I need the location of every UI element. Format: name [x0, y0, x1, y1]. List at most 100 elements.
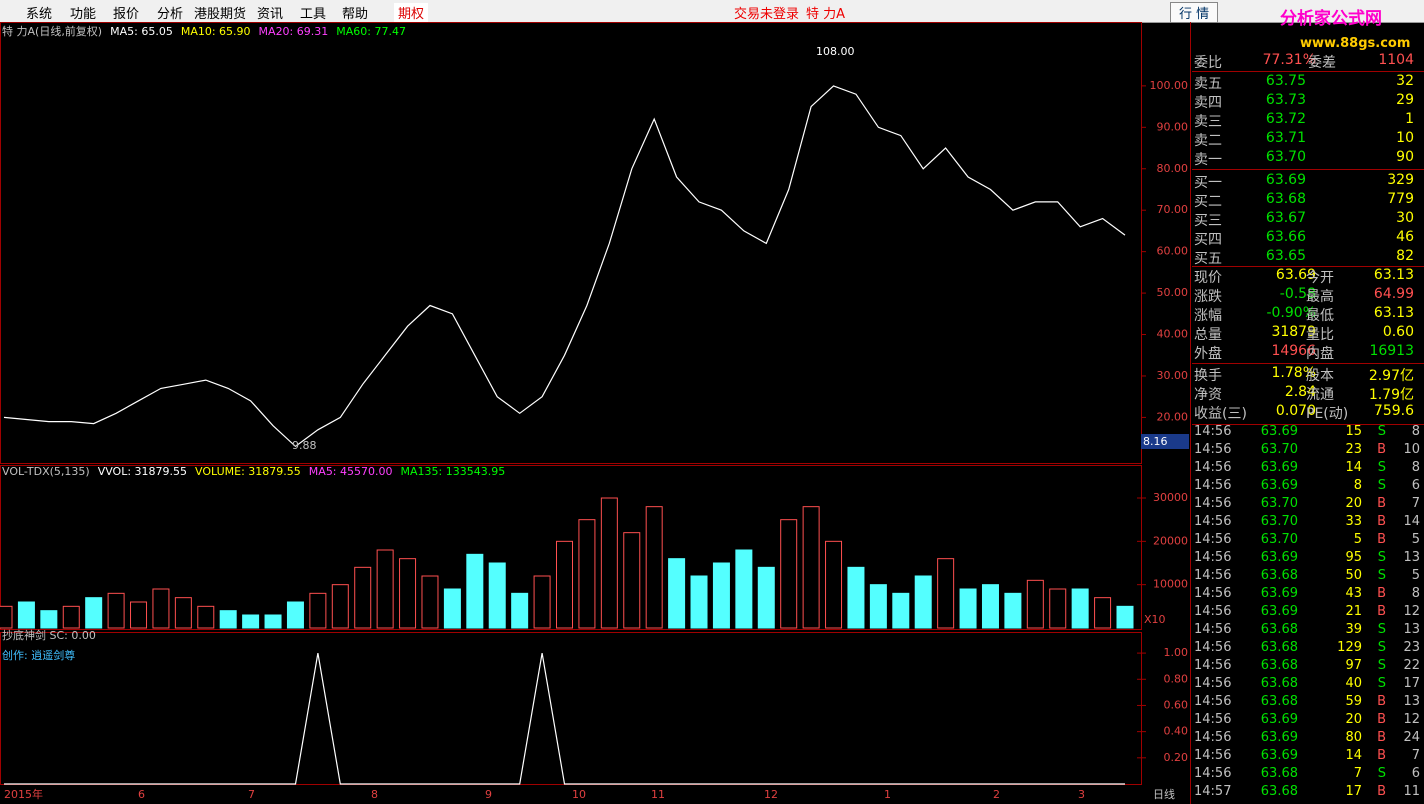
quote-panel: 委比 77.31% 委差 1104 卖五 63.75 32 卖四 63.73 29 卖三 63.72 1…	[1192, 22, 1424, 804]
panel-header: MA135: 133543.95	[401, 465, 506, 478]
trade-time: 14:56	[1194, 694, 1232, 709]
trade-volume: 129	[1337, 640, 1362, 655]
x-tick-label: 11	[651, 788, 665, 801]
volume-bar	[85, 597, 103, 629]
volume-bar	[17, 601, 35, 629]
trade-price: 63.69	[1260, 586, 1298, 601]
trade-time: 14:56	[1194, 460, 1232, 475]
menu-item[interactable]: 资讯	[257, 7, 284, 22]
stat-value: 63.13	[1373, 267, 1414, 283]
stat-value: 759.6	[1373, 403, 1414, 419]
trade-count: 23	[1403, 640, 1420, 655]
stat-value: 1.78%	[1271, 365, 1316, 381]
trade-volume: 8	[1353, 478, 1362, 493]
volume-bar	[331, 584, 349, 629]
trade-time: 14:56	[1194, 442, 1232, 457]
book-size: 10	[1396, 130, 1414, 146]
panel-header: 创作: 逍遥剑尊	[2, 648, 75, 662]
volume-bar	[802, 506, 820, 629]
volume-bar	[623, 532, 641, 629]
separator	[1192, 169, 1424, 170]
book-size: 29	[1396, 92, 1414, 108]
trade-volume: 15	[1345, 424, 1362, 439]
trade-time: 14:56	[1194, 496, 1232, 511]
x-tick-label: 8	[371, 788, 378, 801]
stat-label: 涨跌	[1194, 289, 1222, 305]
book-level: 买一	[1194, 175, 1222, 191]
trade-side: S	[1377, 568, 1386, 583]
menu-item[interactable]: 分析	[157, 7, 184, 22]
trade-side: B	[1377, 532, 1386, 547]
volume-bar	[197, 605, 215, 629]
y-tick-label: 0.80	[1164, 672, 1189, 685]
volume-bar	[600, 497, 618, 629]
volume-bar	[40, 610, 58, 629]
panel-frame	[0, 632, 1142, 785]
trade-side: S	[1377, 658, 1386, 673]
trade-time: 14:56	[1194, 514, 1232, 529]
separator	[1192, 71, 1424, 72]
trade-count: 8	[1411, 586, 1420, 601]
chart-area: 20.00 30.00 40.00 50.00 60.00 70.00 80.00 90.00…	[0, 22, 1191, 804]
panel-header: MA60: 77.47	[336, 25, 406, 38]
trade-volume: 50	[1345, 568, 1362, 583]
trade-price: 63.68	[1260, 766, 1298, 781]
stat-label: 量比	[1306, 327, 1334, 343]
volume-bar	[376, 549, 394, 629]
stat-value: 63.69	[1275, 267, 1316, 283]
menu-item[interactable]: 帮助	[342, 7, 369, 22]
menu-item[interactable]: 期权	[394, 3, 429, 22]
stat-label: 换手	[1194, 368, 1222, 384]
volume-bar	[421, 575, 439, 629]
quote-button[interactable]: 行 情	[1170, 2, 1219, 23]
menu-item[interactable]: 报价	[113, 7, 140, 22]
trade-price: 63.69	[1260, 730, 1298, 745]
trade-price: 63.69	[1260, 748, 1298, 763]
trade-side: S	[1377, 478, 1386, 493]
y-tick-label: 10000	[1153, 578, 1188, 591]
stat-label: 股本	[1306, 368, 1334, 384]
separator	[1192, 424, 1424, 425]
price-annotation: 9.88	[292, 439, 317, 452]
menu-item[interactable]: 工具	[300, 7, 327, 22]
trade-side: B	[1377, 712, 1386, 727]
panel-header: MA20: 69.31	[259, 25, 329, 38]
trade-count: 13	[1403, 622, 1420, 637]
book-price: 63.68	[1265, 191, 1306, 207]
book-size: 32	[1396, 73, 1414, 89]
book-size: 46	[1396, 229, 1414, 245]
y-tick-label: 1.00	[1164, 646, 1189, 659]
volume-bar	[264, 614, 282, 629]
trade-volume: 59	[1345, 694, 1362, 709]
menu-item[interactable]: 功能	[70, 7, 97, 22]
book-value: 1104	[1378, 52, 1414, 68]
trade-price: 63.68	[1260, 694, 1298, 709]
volume-bar	[780, 519, 798, 629]
trade-volume: 7	[1353, 766, 1362, 781]
y-tick-label: 90.00	[1157, 120, 1189, 133]
x-tick-label: 3	[1078, 788, 1085, 801]
trade-count: 12	[1403, 712, 1420, 727]
x-tick-label: 6	[138, 788, 145, 801]
trade-count: 6	[1411, 766, 1420, 781]
book-price: 63.73	[1265, 92, 1306, 108]
volume-bar	[1116, 605, 1134, 629]
volume-bar	[174, 597, 192, 629]
trade-time: 14:57	[1194, 784, 1232, 799]
menu-item[interactable]: 港股期货	[194, 7, 247, 22]
trade-side: B	[1377, 496, 1386, 511]
trade-time: 14:56	[1194, 586, 1232, 601]
stat-value: 31879	[1271, 324, 1316, 340]
stat-value: 63.13	[1373, 305, 1414, 321]
book-price: 63.69	[1265, 172, 1306, 188]
trade-volume: 14	[1345, 748, 1362, 763]
menu-item[interactable]: 系统	[26, 7, 53, 22]
book-level: 卖二	[1194, 133, 1222, 149]
trade-price: 63.68	[1260, 640, 1298, 655]
price-annotation: 8.16	[1143, 435, 1168, 448]
panel-header: 抄底神剑 SC: 0.00	[2, 628, 96, 642]
trade-side: S	[1377, 640, 1386, 655]
y-tick-label: 0.60	[1164, 698, 1189, 711]
trade-volume: 40	[1345, 676, 1362, 691]
trade-side: S	[1377, 676, 1386, 691]
